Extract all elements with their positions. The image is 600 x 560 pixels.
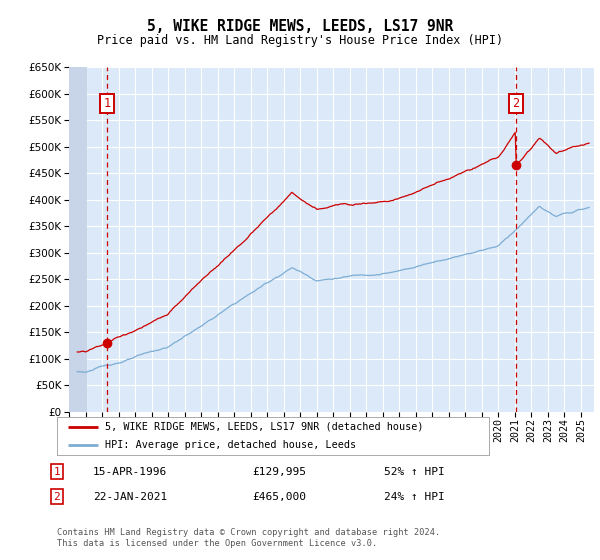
Text: 22-JAN-2021: 22-JAN-2021	[93, 492, 167, 502]
Text: 52% ↑ HPI: 52% ↑ HPI	[384, 466, 445, 477]
Text: 15-APR-1996: 15-APR-1996	[93, 466, 167, 477]
Text: £465,000: £465,000	[252, 492, 306, 502]
Text: Contains HM Land Registry data © Crown copyright and database right 2024.
This d: Contains HM Land Registry data © Crown c…	[57, 528, 440, 548]
Text: 1: 1	[103, 97, 110, 110]
Bar	[69, 67, 87, 412]
Text: Price paid vs. HM Land Registry's House Price Index (HPI): Price paid vs. HM Land Registry's House …	[97, 34, 503, 47]
Text: 2: 2	[512, 97, 520, 110]
Text: HPI: Average price, detached house, Leeds: HPI: Average price, detached house, Leed…	[104, 440, 356, 450]
Text: 2: 2	[53, 492, 61, 502]
Text: 5, WIKE RIDGE MEWS, LEEDS, LS17 9NR (detached house): 5, WIKE RIDGE MEWS, LEEDS, LS17 9NR (det…	[104, 422, 423, 432]
Text: 1: 1	[53, 466, 61, 477]
Text: £129,995: £129,995	[252, 466, 306, 477]
Text: 5, WIKE RIDGE MEWS, LEEDS, LS17 9NR: 5, WIKE RIDGE MEWS, LEEDS, LS17 9NR	[147, 20, 453, 34]
Text: 24% ↑ HPI: 24% ↑ HPI	[384, 492, 445, 502]
